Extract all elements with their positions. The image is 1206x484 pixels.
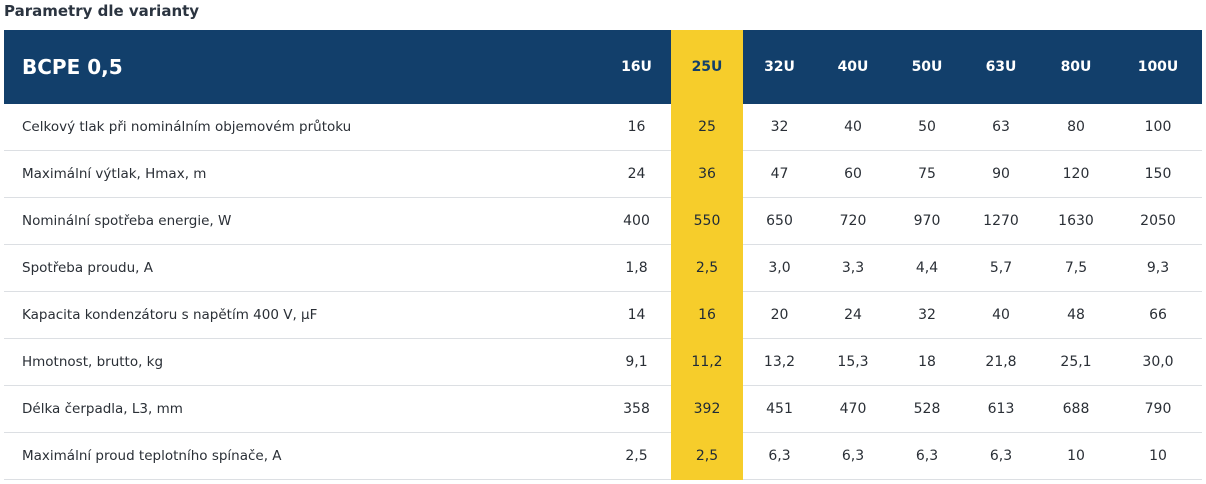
parameter-value-highlighted: 36 — [671, 150, 743, 198]
parameter-value-highlighted: 11,2 — [671, 338, 743, 386]
parameter-value: 75 — [890, 150, 964, 198]
parameter-value: 2,5 — [602, 432, 671, 480]
table-row: Hmotnost, brutto, kg 9,1 11,2 13,2 15,3 18 21,… — [4, 338, 1202, 386]
parameter-value: 970 — [890, 197, 964, 245]
parameter-value: 10 — [1038, 432, 1114, 480]
parameter-value: 32 — [890, 291, 964, 339]
parameter-value: 1270 — [964, 197, 1038, 245]
table-row: Kapacita kondenzátoru s napětím 400 V, μ… — [4, 291, 1202, 339]
parameter-value: 790 — [1114, 385, 1202, 433]
parameter-value-highlighted: 550 — [671, 197, 743, 245]
table-row: Maximální výtlak, Hmax, m 24 36 47 60 75 90 120… — [4, 150, 1202, 198]
parameter-value: 100 — [1114, 104, 1202, 151]
parameter-label: Nominální spotřeba energie, W — [4, 197, 602, 245]
parameter-value: 2050 — [1114, 197, 1202, 245]
parameter-value: 90 — [964, 150, 1038, 198]
parameter-value: 1,8 — [602, 244, 671, 292]
parameter-value: 47 — [743, 150, 816, 198]
parameter-value: 470 — [816, 385, 890, 433]
parameter-value: 30,0 — [1114, 338, 1202, 386]
variant-header: 80U — [1038, 30, 1114, 104]
parameter-value: 3,0 — [743, 244, 816, 292]
parameter-value: 1630 — [1038, 197, 1114, 245]
model-name: BCPE 0,5 — [4, 30, 602, 104]
parameter-value: 18 — [890, 338, 964, 386]
variant-header-highlighted: 25U — [671, 30, 743, 104]
parameter-value: 688 — [1038, 385, 1114, 433]
parameter-value: 150 — [1114, 150, 1202, 198]
table-row: Maximální proud teplotního spínače, A 2,5… — [4, 432, 1202, 480]
table-row: Spotřeba proudu, A 1,8 2,5 3,0 3,3 4,4 5,7 7,5 9… — [4, 244, 1202, 292]
parameter-value: 80 — [1038, 104, 1114, 151]
parameter-value: 50 — [890, 104, 964, 151]
parameter-value: 21,8 — [964, 338, 1038, 386]
variant-header: 40U — [816, 30, 890, 104]
parameter-value-highlighted: 2,5 — [671, 432, 743, 480]
parameter-value: 24 — [816, 291, 890, 339]
parameter-label: Maximální výtlak, Hmax, m — [4, 150, 602, 198]
parameter-value: 9,3 — [1114, 244, 1202, 292]
variant-header: 32U — [743, 30, 816, 104]
parameter-value: 6,3 — [964, 432, 1038, 480]
section-title: Parametry dle varianty — [4, 2, 200, 20]
parameter-label: Kapacita kondenzátoru s napětím 400 V, μ… — [4, 291, 602, 339]
parameter-value: 16 — [602, 104, 671, 151]
parameter-label: Spotřeba proudu, A — [4, 244, 602, 292]
parameter-value: 13,2 — [743, 338, 816, 386]
parameter-value: 451 — [743, 385, 816, 433]
parameter-value: 15,3 — [816, 338, 890, 386]
table-row: Délka čerpadla, L3, mm 358 392 451 470 528 613… — [4, 385, 1202, 433]
variant-header: 100U — [1114, 30, 1202, 104]
parameter-value: 48 — [1038, 291, 1114, 339]
parameter-value: 24 — [602, 150, 671, 198]
parameter-label: Délka čerpadla, L3, mm — [4, 385, 602, 433]
parameter-value: 650 — [743, 197, 816, 245]
parameter-value: 720 — [816, 197, 890, 245]
parameter-value: 60 — [816, 150, 890, 198]
parameter-value: 63 — [964, 104, 1038, 151]
parameter-value: 14 — [602, 291, 671, 339]
parameter-value: 40 — [964, 291, 1038, 339]
variant-header: 63U — [964, 30, 1038, 104]
parameter-value: 120 — [1038, 150, 1114, 198]
parameters-table: BCPE 0,5 16U 25U 32U 40U 50U 63U 80U 100… — [4, 30, 1202, 480]
parameter-value: 32 — [743, 104, 816, 151]
parameter-value: 400 — [602, 197, 671, 245]
parameter-value: 3,3 — [816, 244, 890, 292]
parameter-value: 25,1 — [1038, 338, 1114, 386]
parameter-value: 20 — [743, 291, 816, 339]
variant-header: 50U — [890, 30, 964, 104]
parameter-value: 6,3 — [743, 432, 816, 480]
table-row: Celkový tlak při nominálním objemovém pr… — [4, 104, 1202, 151]
parameter-value: 9,1 — [602, 338, 671, 386]
parameter-label: Hmotnost, brutto, kg — [4, 338, 602, 386]
parameter-value: 528 — [890, 385, 964, 433]
parameter-value: 613 — [964, 385, 1038, 433]
parameter-value: 66 — [1114, 291, 1202, 339]
parameter-value-highlighted: 25 — [671, 104, 743, 151]
parameter-value: 5,7 — [964, 244, 1038, 292]
parameter-value: 10 — [1114, 432, 1202, 480]
parameter-label: Maximální proud teplotního spínače, A — [4, 432, 602, 480]
table-row: Nominální spotřeba energie, W 400 550 650 72… — [4, 197, 1202, 245]
parameter-value-highlighted: 16 — [671, 291, 743, 339]
parameter-label: Celkový tlak při nominálním objemovém pr… — [4, 104, 602, 151]
parameter-value-highlighted: 2,5 — [671, 244, 743, 292]
parameter-value: 6,3 — [890, 432, 964, 480]
parameter-value: 358 — [602, 385, 671, 433]
parameter-value-highlighted: 392 — [671, 385, 743, 433]
table-header-row: BCPE 0,5 16U 25U 32U 40U 50U 63U 80U 100… — [4, 30, 1202, 104]
parameter-value: 40 — [816, 104, 890, 151]
parameter-value: 6,3 — [816, 432, 890, 480]
parameter-value: 7,5 — [1038, 244, 1114, 292]
variant-header: 16U — [602, 30, 671, 104]
parameter-value: 4,4 — [890, 244, 964, 292]
